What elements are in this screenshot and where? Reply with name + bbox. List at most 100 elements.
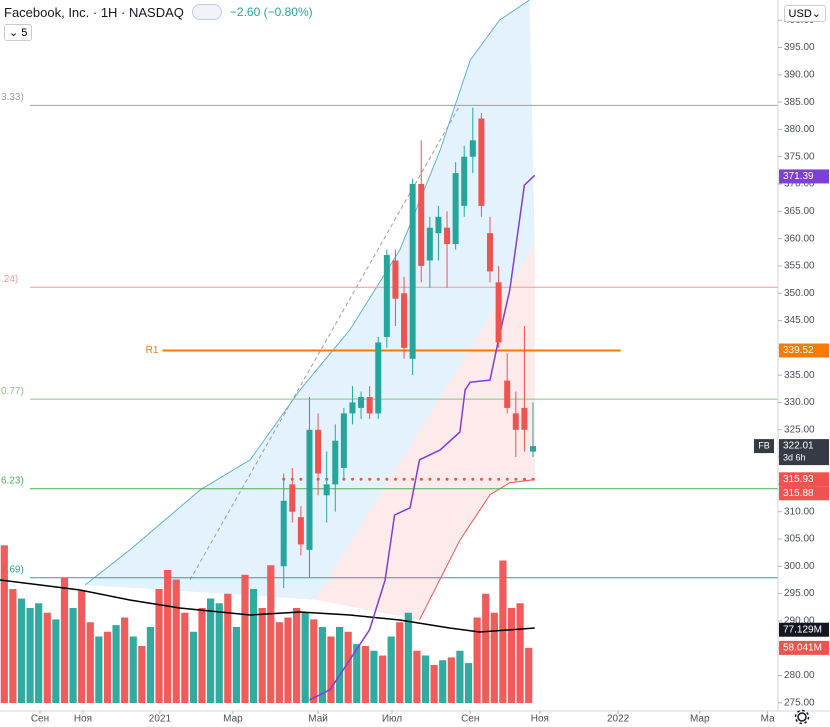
channel-fill-red [314,244,535,620]
y-tick-label: 385.00 [784,97,815,108]
volume-bar [95,636,103,703]
volume-bar [181,612,189,703]
r1-tag-bg [779,343,829,358]
level-label: 3.33) [1,92,24,103]
volume-bar [138,646,146,703]
volume-bar [215,603,223,703]
y-tick-label: 290.00 [784,616,815,627]
volume-bar [267,565,275,703]
support-tag-bg [779,472,829,487]
volume-bar [310,619,318,703]
candle-body [401,293,408,348]
volume-bar [69,608,77,703]
volume-bar [189,631,198,703]
volume-bar [421,655,430,703]
candle-body [315,429,322,474]
volume-bar [439,660,447,703]
volume-bar [387,636,395,703]
volume-bar [370,650,378,703]
y-tick-label: 375.00 [784,151,815,162]
volume-tag: 58.041M [783,643,822,654]
y-tick-label: 325.00 [784,424,815,435]
candle-body [383,255,390,337]
x-tick-label: 2021 [149,714,172,725]
volume-bar [0,545,8,703]
symbol-tag-bg [754,439,774,454]
volume-bar [112,625,120,703]
symbol-tag: FB [758,440,770,450]
symbol-title: Facebook, Inc. · 1H · NASDAQ [4,4,184,20]
y-tick-label: 395.00 [784,42,815,53]
candle-body [469,140,476,157]
volume-bar [232,627,241,703]
volume-bar [43,612,51,703]
last-countdown: 3d 6h [783,452,806,462]
volume-bar [35,603,43,703]
y-tick-label: 275.00 [784,697,815,708]
volume-bar [86,622,94,703]
candle-body [323,484,330,496]
last-price: 322.01 [783,441,814,452]
y-tick-label: 370.00 [784,179,815,190]
volume-bar [335,627,344,703]
level-label: 7.69) [1,564,24,575]
volume-bar [60,577,69,703]
r1-tag: 339.52 [783,345,814,356]
candle-body [280,500,287,567]
y-tick-label: 295.00 [784,588,815,599]
time-axis [0,711,830,727]
r1-label: R1 [146,345,159,356]
x-tick-label: Ноя [74,714,92,725]
settings-icon[interactable] [794,709,810,725]
price-tag: 371.39 [783,171,814,182]
currency-button[interactable]: USD⌄ [783,5,826,22]
volume-tag-bg [779,640,829,655]
candle-body [452,173,459,245]
level-label: 0.77) [1,386,24,397]
volume-ma [0,579,535,633]
candle-body [366,397,373,414]
volume-bar [507,608,516,703]
plot-area: 3.33) .24) 0.77) 6.23) 7.69) R1 [0,0,778,703]
lower-channel [419,479,535,621]
candle-body [358,397,365,408]
volume-bar [146,627,155,703]
volume-bar [396,622,404,703]
x-tick-label: Май [308,714,328,725]
upper-channel [84,0,530,586]
volume-bar [103,631,112,703]
candle-body [461,156,468,206]
volume-bar [490,612,498,703]
volume-bar [301,612,309,703]
y-tick-label: 365.00 [784,206,815,217]
y-tick-label: 355.00 [784,261,815,272]
volume-bar [9,589,17,703]
candle-body [409,184,416,359]
currency: USD [788,8,812,20]
candle-body [297,517,304,545]
candle-body [289,484,296,512]
volume-bar [224,593,232,703]
volume-bar [499,560,507,703]
volume-bar [473,617,481,703]
y-tick-label: 390.00 [784,69,815,80]
indicator-line [309,174,536,701]
volume-bar [207,598,215,703]
candle-body [512,413,519,430]
volume-bar [292,608,301,703]
y-tick-label: 330.00 [784,397,815,408]
volume-bar [26,608,34,703]
y-tick-label: 305.00 [784,534,815,545]
interval-button[interactable]: ⌄ 5 [4,24,33,41]
header: Facebook, Inc. · 1H · NASDAQ −2.60 (−0.8… [4,4,313,20]
volume-bar [361,646,369,703]
volume-bar [327,636,335,703]
x-tick-label: Июл [382,714,402,725]
volume-bar [250,589,258,703]
compare-toggle[interactable] [191,4,222,20]
candle-body [478,118,485,206]
y-tick-label: 380.00 [784,124,815,135]
x-tick-label: Сен [461,714,479,725]
